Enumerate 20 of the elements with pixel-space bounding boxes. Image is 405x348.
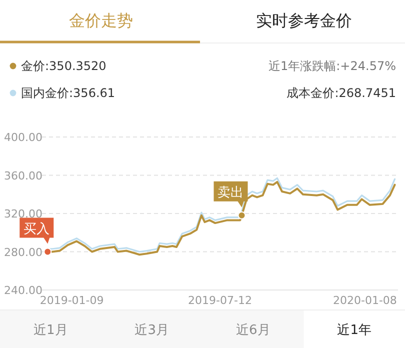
text: 近6月 [236, 323, 270, 338]
legend-label: 金价:350.3520 [21, 59, 106, 73]
text: 近1年涨跌幅:+24.57% [268, 59, 396, 73]
text: 金价走势 [69, 11, 133, 30]
text: 成本金价:268.7451 [286, 86, 396, 100]
x-tick-label: 2019-01-09 [40, 294, 104, 307]
x-tick-label: 2019-07-12 [188, 294, 252, 307]
y-tick-label: 360.00 [4, 169, 42, 182]
text: 近3月 [134, 323, 170, 338]
y-tick-label: 280.00 [4, 246, 42, 259]
text: 近1年 [337, 323, 372, 338]
annotation: 卖出 [218, 185, 244, 200]
annotation: 买入 [24, 222, 50, 237]
text: 近1月 [33, 323, 68, 338]
text: 实时参考金价 [256, 11, 352, 30]
y-tick-label: 400.00 [4, 131, 42, 144]
legend-label: 国内金价:356.61 [21, 86, 116, 100]
x-tick-label: 2020-01-08 [333, 294, 397, 307]
y-tick-label: 240.00 [4, 284, 42, 297]
y-tick-label: 320.00 [4, 208, 42, 220]
